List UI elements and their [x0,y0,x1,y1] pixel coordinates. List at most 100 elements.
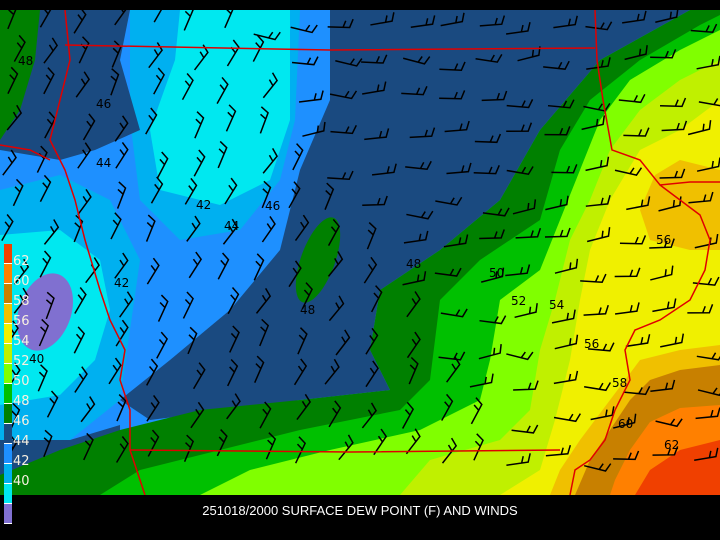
wind-barb [545,444,572,457]
wind-barb [224,10,234,29]
wind-barb [446,356,461,383]
wind-barb [153,10,163,23]
wind-barb [580,273,607,283]
wind-barb [217,140,228,169]
wind-barb [2,149,17,176]
wind-barb [226,393,241,420]
wind-barb [517,46,541,62]
legend-swatch [4,504,12,524]
legend-label: 62 [13,254,30,269]
wind-barb [110,212,122,240]
wind-barb [650,265,674,281]
region-48-corner [0,10,40,140]
wind-barb [655,418,683,428]
wind-barb [150,176,164,204]
legend-label: 40 [13,474,30,489]
wind-barb [225,104,237,132]
wind-barb [73,326,86,354]
wind-barb [146,257,160,285]
wind-barb [435,196,463,206]
wind-barb [265,432,277,460]
wind-barb [362,81,387,95]
legend-swatch [4,404,12,424]
legend-swatch [4,444,12,464]
legend-swatch [4,484,12,504]
wind-barb [77,142,92,169]
wind-barb [186,215,201,242]
wind-barb [259,106,269,134]
state-line-left [0,144,51,161]
wind-barb [655,10,679,23]
wind-barb [440,12,465,27]
dew-point-fill: 48 46 44 42 44 46 48 48 50 52 54 56 56 5… [0,10,720,495]
legend-label: 50 [13,374,30,389]
wind-barb [74,287,87,314]
wind-barb [695,407,720,420]
wind-barb [80,396,96,423]
wind-barb [296,393,312,421]
legend-swatch [4,344,12,364]
region-46-main [120,10,690,420]
wind-barb [554,258,579,274]
wind-barb [473,164,500,175]
wind-barb [293,358,308,386]
wind-barb [297,327,308,355]
wind-barb [288,181,301,209]
wind-barb [614,167,643,176]
wind-barb [585,21,613,31]
wind-barb [614,302,640,315]
wind-barb [475,53,503,63]
wind-barb [688,191,714,204]
wind-barb [370,285,383,313]
wind-barb [262,72,278,99]
contour-label: 48 [300,303,315,317]
wind-barb [405,428,421,455]
wind-barb [327,251,344,277]
contour-label: 56 [584,337,599,351]
legend-swatch [4,424,12,444]
wind-barb [252,34,265,62]
wind-barb [188,251,203,279]
wind-barb [115,141,129,169]
wind-barb [584,382,612,392]
wind-barbs [1,10,720,472]
wind-barb [545,195,569,211]
wind-barb [116,394,127,422]
wind-barb [402,56,431,65]
wind-barb [443,234,469,248]
wind-barb [697,387,720,397]
wind-barb [506,122,533,133]
wind-barb [660,333,685,348]
wind-barb [302,121,326,137]
wind-barb [45,291,55,320]
wind-barb [505,264,531,277]
legend-label: 58 [13,294,30,309]
wind-barb [478,344,502,360]
wind-barb [544,126,571,136]
wind-barb [658,196,682,212]
wind-barb [324,358,340,385]
wind-barb [623,385,651,396]
wind-barb [506,351,534,361]
wind-barb [190,401,205,429]
wind-barb [327,18,354,29]
wind-barb [183,10,194,31]
wind-barb [43,219,60,245]
wind-barb [408,356,419,385]
wind-barb [255,287,272,314]
wind-barb [259,318,270,347]
wind-barb [586,57,611,70]
contour-label: 44 [96,156,111,170]
wind-barb [584,463,612,472]
wind-barb [650,49,677,59]
wind-barb [479,15,506,27]
wind-barb [362,195,388,207]
wind-barb [370,12,395,26]
wind-barb [365,327,379,355]
wind-barb [692,276,720,286]
wind-barb [625,334,651,348]
wind-barb [114,10,127,26]
contour-label: 52 [511,294,526,308]
wind-barb [37,364,48,392]
